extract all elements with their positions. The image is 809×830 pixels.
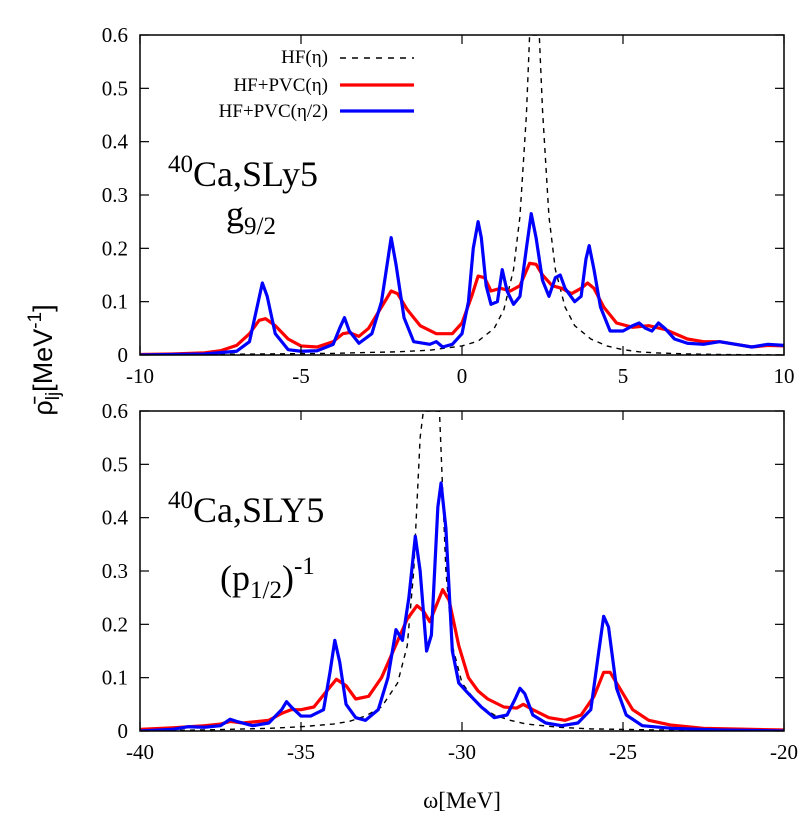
- legend: HF(η) HF+PVC(η) HF+PVC(η/2): [219, 47, 414, 122]
- top-y-tick-label: 0: [118, 343, 129, 367]
- bottom-series-layer: [140, 411, 784, 731]
- top-series-hf-pvc-2-half: [140, 212, 784, 355]
- bottom-nucleus-annotation: 40Ca,SLY5: [168, 487, 324, 530]
- top-orbital-main: g: [226, 194, 244, 234]
- top-y-tick-label: 0.2: [102, 236, 128, 260]
- bottom-y-tick-label: 0.2: [102, 612, 128, 636]
- bottom-orbital-sup: -1: [294, 553, 315, 580]
- bottom-series-hf-pvc: [140, 588, 784, 731]
- bottom-nucleus-text: Ca,SLY5: [193, 490, 324, 530]
- bottom-orbital-sub: 1/2: [250, 577, 282, 604]
- bottom-series-hf: [140, 411, 784, 731]
- x-axis-label: ω[MeV]: [423, 788, 501, 813]
- top-x-tick-label: -10: [126, 364, 154, 388]
- bottom-x-tick-label: -40: [126, 740, 154, 764]
- top-x-tick-label: 10: [774, 364, 795, 388]
- top-series-hf-pvc: [140, 261, 784, 355]
- bottom-y-tick-label: 0.3: [102, 559, 128, 583]
- bottom-y-tick-label: 0.4: [102, 506, 129, 530]
- bottom-y-ticks: 0 0.1 0.2 0.3 0.4 0.5 0.6: [102, 399, 784, 743]
- top-y-tick-label: 0.6: [102, 23, 128, 47]
- top-x-tick-label: 0: [457, 364, 468, 388]
- y-axis-label-sub: lj: [43, 392, 64, 400]
- bottom-y-tick-label: 0: [118, 719, 129, 743]
- bottom-x-tick-label: -25: [609, 740, 637, 764]
- panel-bottom: -40 -35 -30 -25 -20 0 0.1 0.2 0.3 0.4 0.5 0.6 40Ca…: [102, 399, 798, 813]
- legend-label-hf-pvc: HF+PVC(η): [233, 75, 328, 96]
- top-x-tick-label: -5: [292, 364, 310, 388]
- bottom-x-tick-label: -20: [770, 740, 798, 764]
- bottom-orbital-close: ): [282, 558, 294, 598]
- bottom-x-tick-label: -35: [287, 740, 315, 764]
- bottom-nucleus-mass: 40: [168, 487, 193, 514]
- bottom-y-tick-label: 0.1: [102, 666, 128, 690]
- top-orbital-sub: 9/2: [244, 213, 276, 240]
- y-axis-label-main: ρ̄: [28, 396, 58, 415]
- top-y-tick-label: 0.3: [102, 183, 128, 207]
- legend-label-hf: HF(η): [281, 47, 328, 68]
- bottom-x-tick-label: -30: [448, 740, 476, 764]
- legend-label-hf-pvc-half: HF+PVC(η/2): [219, 101, 328, 122]
- top-nucleus-text: Ca,SLy5: [193, 154, 318, 194]
- bottom-orbital-open: (p: [220, 558, 250, 598]
- top-series-hf: [140, 35, 784, 355]
- top-x-ticks: -10 -5 0 5 10: [126, 35, 795, 388]
- top-y-ticks: 0 0.1 0.2 0.3 0.4 0.5 0.6: [102, 23, 784, 367]
- bottom-y-tick-label: 0.6: [102, 399, 128, 423]
- bottom-x-ticks: -40 -35 -30 -25 -20: [126, 411, 798, 764]
- panel-top: -10 -5 0 5 10 0 0.1 0.2 0.3 0.4 0.5 0.6 HF(η) HF+P…: [102, 23, 795, 388]
- bottom-orbital-annotation: (p1/2)-1: [220, 553, 315, 604]
- top-orbital-annotation: g9/2: [226, 194, 276, 240]
- top-x-tick-label: 5: [618, 364, 629, 388]
- top-y-tick-label: 0.1: [102, 290, 128, 314]
- top-y-tick-label: 0.5: [102, 76, 128, 100]
- bottom-y-tick-label: 0.5: [102, 452, 128, 476]
- y-axis-label: ρ̄lj[MeV-1]: [25, 304, 64, 415]
- top-nucleus-mass: 40: [168, 151, 193, 178]
- y-axis-label-rest: [MeV: [28, 329, 58, 392]
- bottom-series-hf-pvc-2-half: [140, 481, 784, 731]
- y-axis-label-sup: -1: [25, 312, 46, 329]
- y-axis-label-close: ]: [28, 304, 58, 312]
- top-nucleus-annotation: 40Ca,SLy5: [168, 151, 318, 194]
- top-y-tick-label: 0.4: [102, 130, 129, 154]
- top-series-layer: [140, 35, 784, 355]
